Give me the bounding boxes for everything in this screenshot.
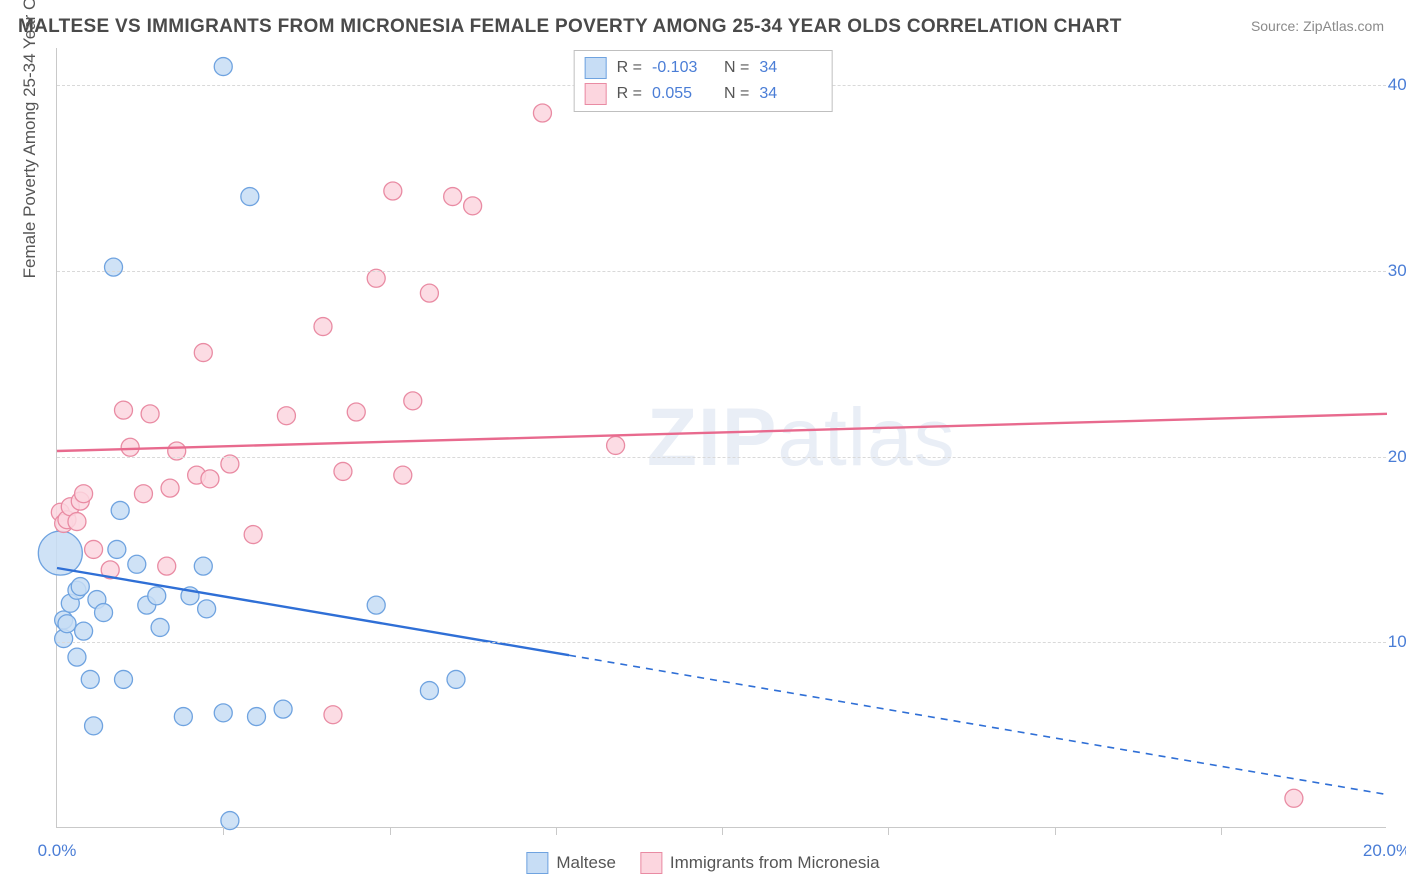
legend-r-value: 0.055 xyxy=(652,85,714,103)
legend-correlation-row: R = 0.055 N = 34 xyxy=(585,81,822,107)
gridline-h xyxy=(57,642,1386,643)
legend-r-label: R = xyxy=(617,85,642,103)
scatter-point xyxy=(394,466,412,484)
legend-series: Maltese Immigrants from Micronesia xyxy=(526,852,879,874)
scatter-point xyxy=(607,436,625,454)
scatter-point xyxy=(404,392,422,410)
scatter-point xyxy=(194,344,212,362)
x-tick xyxy=(888,827,889,835)
x-tick-label: 0.0% xyxy=(38,841,77,861)
scatter-point xyxy=(75,622,93,640)
scatter-point xyxy=(148,587,166,605)
y-tick-label: 10.0% xyxy=(1388,632,1406,652)
legend-r-label: R = xyxy=(617,59,642,77)
legend-n-value: 34 xyxy=(759,85,821,103)
scatter-point xyxy=(121,438,139,456)
scatter-point xyxy=(151,618,169,636)
y-tick-label: 40.0% xyxy=(1388,75,1406,95)
scatter-point xyxy=(198,600,216,618)
scatter-point xyxy=(105,258,123,276)
scatter-point xyxy=(274,700,292,718)
scatter-point xyxy=(95,604,113,622)
gridline-h xyxy=(57,457,1386,458)
legend-r-value: -0.103 xyxy=(652,59,714,77)
legend-series-item: Immigrants from Micronesia xyxy=(640,852,880,874)
scatter-point xyxy=(81,670,99,688)
y-tick-label: 30.0% xyxy=(1388,261,1406,281)
x-tick-label: 20.0% xyxy=(1363,841,1406,861)
scatter-point xyxy=(158,557,176,575)
scatter-point xyxy=(334,462,352,480)
x-tick xyxy=(556,827,557,835)
y-axis-title: Female Poverty Among 25-34 Year Olds xyxy=(20,0,40,278)
scatter-point xyxy=(314,318,332,336)
x-tick xyxy=(223,827,224,835)
legend-n-label: N = xyxy=(724,85,749,103)
scatter-point xyxy=(277,407,295,425)
plot-svg xyxy=(57,48,1386,827)
scatter-point xyxy=(141,405,159,423)
scatter-point xyxy=(214,704,232,722)
scatter-point xyxy=(367,269,385,287)
plot-area: ZIPatlas 10.0%20.0%30.0%40.0%0.0%20.0% xyxy=(56,48,1386,828)
scatter-point xyxy=(58,615,76,633)
scatter-point xyxy=(324,706,342,724)
legend-correlation-row: R = -0.103 N = 34 xyxy=(585,55,822,81)
trend-line-dashed xyxy=(569,655,1387,794)
scatter-point xyxy=(68,513,86,531)
scatter-point xyxy=(85,717,103,735)
x-tick xyxy=(1055,827,1056,835)
scatter-point xyxy=(1285,789,1303,807)
scatter-point xyxy=(221,455,239,473)
trend-line xyxy=(57,414,1387,451)
scatter-point xyxy=(367,596,385,614)
scatter-point xyxy=(108,540,126,558)
legend-series-item: Maltese xyxy=(526,852,616,874)
scatter-point xyxy=(347,403,365,421)
scatter-point xyxy=(194,557,212,575)
x-tick xyxy=(390,827,391,835)
scatter-point xyxy=(533,104,551,122)
correlation-chart: MALTESE VS IMMIGRANTS FROM MICRONESIA FE… xyxy=(0,0,1406,892)
legend-n-label: N = xyxy=(724,59,749,77)
scatter-point xyxy=(248,708,266,726)
legend-n-value: 34 xyxy=(759,59,821,77)
legend-swatch xyxy=(585,83,607,105)
scatter-point xyxy=(161,479,179,497)
scatter-point xyxy=(128,555,146,573)
legend-swatch xyxy=(640,852,662,874)
scatter-point xyxy=(111,501,129,519)
scatter-point xyxy=(115,670,133,688)
scatter-point xyxy=(201,470,219,488)
legend-swatch xyxy=(585,57,607,79)
scatter-point xyxy=(447,670,465,688)
x-tick xyxy=(722,827,723,835)
legend-series-label: Maltese xyxy=(556,853,616,873)
x-tick xyxy=(1221,827,1222,835)
scatter-point xyxy=(174,708,192,726)
scatter-point xyxy=(241,188,259,206)
y-tick-label: 20.0% xyxy=(1388,447,1406,467)
scatter-point xyxy=(420,284,438,302)
legend-series-label: Immigrants from Micronesia xyxy=(670,853,880,873)
scatter-point xyxy=(444,188,462,206)
scatter-point xyxy=(75,485,93,503)
scatter-point xyxy=(85,540,103,558)
source-attribution: Source: ZipAtlas.com xyxy=(1251,18,1384,34)
scatter-point xyxy=(115,401,133,419)
legend-correlation: R = -0.103 N = 34 R = 0.055 N = 34 xyxy=(574,50,833,112)
scatter-point xyxy=(384,182,402,200)
scatter-point xyxy=(134,485,152,503)
scatter-point xyxy=(244,526,262,544)
chart-title: MALTESE VS IMMIGRANTS FROM MICRONESIA FE… xyxy=(18,16,1122,38)
scatter-point xyxy=(464,197,482,215)
scatter-point xyxy=(420,682,438,700)
scatter-point xyxy=(214,58,232,76)
scatter-point xyxy=(71,578,89,596)
gridline-h xyxy=(57,271,1386,272)
legend-swatch xyxy=(526,852,548,874)
scatter-point xyxy=(68,648,86,666)
